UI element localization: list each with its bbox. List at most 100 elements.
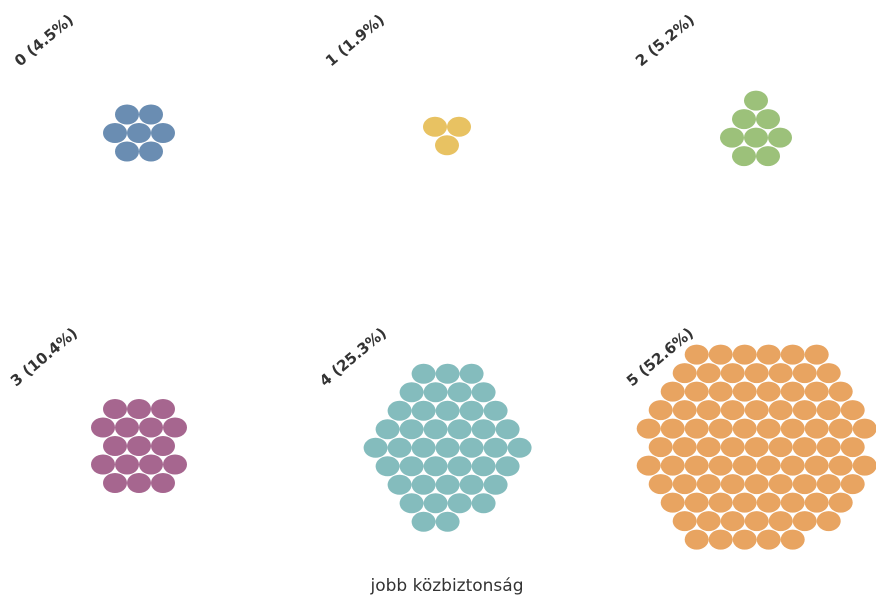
dot-4-37 (435, 363, 460, 384)
dot-5-56 (792, 363, 817, 384)
dot-0-0 (127, 123, 151, 143)
dot-5-6 (768, 437, 793, 458)
dot-3-16 (151, 473, 175, 493)
dot-2-5 (720, 127, 744, 148)
dot-4-3 (423, 456, 448, 477)
dot-5-30 (804, 455, 829, 476)
dot-5-60 (840, 437, 865, 458)
dot-5-72 (840, 474, 865, 495)
dot-5-55 (696, 363, 721, 384)
dot-4-18 (483, 437, 508, 458)
dot-2-1 (732, 109, 756, 130)
cluster-3 (91, 399, 187, 493)
dot-5-68 (828, 492, 853, 513)
dot-4-26 (483, 474, 508, 495)
dot-2-6 (768, 127, 792, 148)
dot-5-26 (792, 474, 817, 495)
dot-4-22 (447, 493, 472, 514)
dot-5-39 (720, 363, 745, 384)
dot-5-52 (828, 418, 853, 439)
panel-label-1: 1 (1.9%) (322, 11, 388, 70)
dot-4-12 (471, 456, 496, 477)
dot-1-0 (435, 135, 459, 156)
dot-5-40 (768, 363, 793, 384)
dot-4-8 (435, 474, 460, 495)
dot-5-9 (708, 418, 733, 439)
dot-3-8 (127, 473, 151, 493)
cluster-5 (636, 344, 876, 550)
dot-5-37 (744, 363, 769, 384)
dot-4-24 (483, 400, 508, 421)
dot-4-0 (435, 437, 460, 458)
dot-2-0 (744, 127, 768, 148)
dot-4-17 (387, 437, 412, 458)
dot-4-11 (399, 456, 424, 477)
dot-5-41 (720, 511, 745, 532)
dot-5-29 (684, 455, 709, 476)
panel-label-0: 0 (4.5%) (11, 11, 77, 70)
dot-5-33 (708, 492, 733, 513)
dot-5-13 (720, 400, 745, 421)
dot-5-44 (816, 400, 841, 421)
dot-5-84 (852, 455, 876, 476)
dot-3-14 (151, 399, 175, 419)
dot-2-4 (756, 146, 780, 167)
dot-5-71 (648, 474, 673, 495)
dot-5-32 (780, 381, 805, 402)
dot-4-10 (471, 419, 496, 440)
dot-5-28 (804, 418, 829, 439)
dot-5-38 (744, 511, 769, 532)
dot-5-35 (672, 437, 697, 458)
dot-4-7 (435, 400, 460, 421)
dot-5-36 (816, 437, 841, 458)
dot-4-5 (411, 437, 436, 458)
dot-5-43 (672, 400, 697, 421)
dot-5-22 (756, 492, 781, 513)
panel-label-4: 4 (25.3%) (316, 324, 390, 390)
dot-4-14 (459, 400, 484, 421)
dot-3-1 (115, 417, 139, 438)
dot-3-7 (127, 399, 151, 419)
cluster-0 (103, 104, 175, 162)
dot-3-6 (151, 436, 175, 456)
dot-5-69 (648, 400, 673, 421)
dot-5-3 (732, 455, 757, 476)
dot-4-2 (447, 419, 472, 440)
dot-4-38 (435, 511, 460, 532)
dot-5-0 (744, 437, 769, 458)
dot-5-31 (708, 381, 733, 402)
dot-4-4 (447, 456, 472, 477)
dot-3-4 (139, 454, 163, 475)
labels-layer: 0 (4.5%) 1 (1.9%) 2 (5.2%) 3 (10.4%) 4 (25.3… (7, 11, 698, 390)
dot-5-12 (780, 455, 805, 476)
dot-5-86 (804, 344, 829, 365)
dot-5-17 (696, 437, 721, 458)
dot-5-11 (708, 455, 733, 476)
dot-5-51 (660, 418, 685, 439)
dot-4-20 (447, 382, 472, 403)
dot-3-0 (127, 436, 151, 456)
dot-5-10 (780, 418, 805, 439)
dot-5-64 (756, 529, 781, 550)
dot-3-11 (91, 454, 115, 475)
dot-3-5 (103, 436, 127, 456)
dot-5-14 (768, 400, 793, 421)
dot-4-21 (423, 493, 448, 514)
dot-4-29 (375, 456, 400, 477)
dot-5-80 (816, 511, 841, 532)
dot-5-24 (792, 400, 817, 421)
dot-5-81 (636, 418, 661, 439)
dot-5-63 (732, 529, 757, 550)
dot-5-76 (780, 529, 805, 550)
dot-5-2 (756, 418, 781, 439)
panel-label-2: 2 (5.2%) (632, 11, 698, 70)
dot-5-53 (660, 455, 685, 476)
dot-4-19 (423, 382, 448, 403)
dot-4-1 (423, 419, 448, 440)
dot-4-9 (399, 419, 424, 440)
dot-0-1 (115, 104, 139, 125)
dot-5-21 (732, 492, 757, 513)
dot-5-75 (708, 529, 733, 550)
dot-4-28 (495, 419, 520, 440)
